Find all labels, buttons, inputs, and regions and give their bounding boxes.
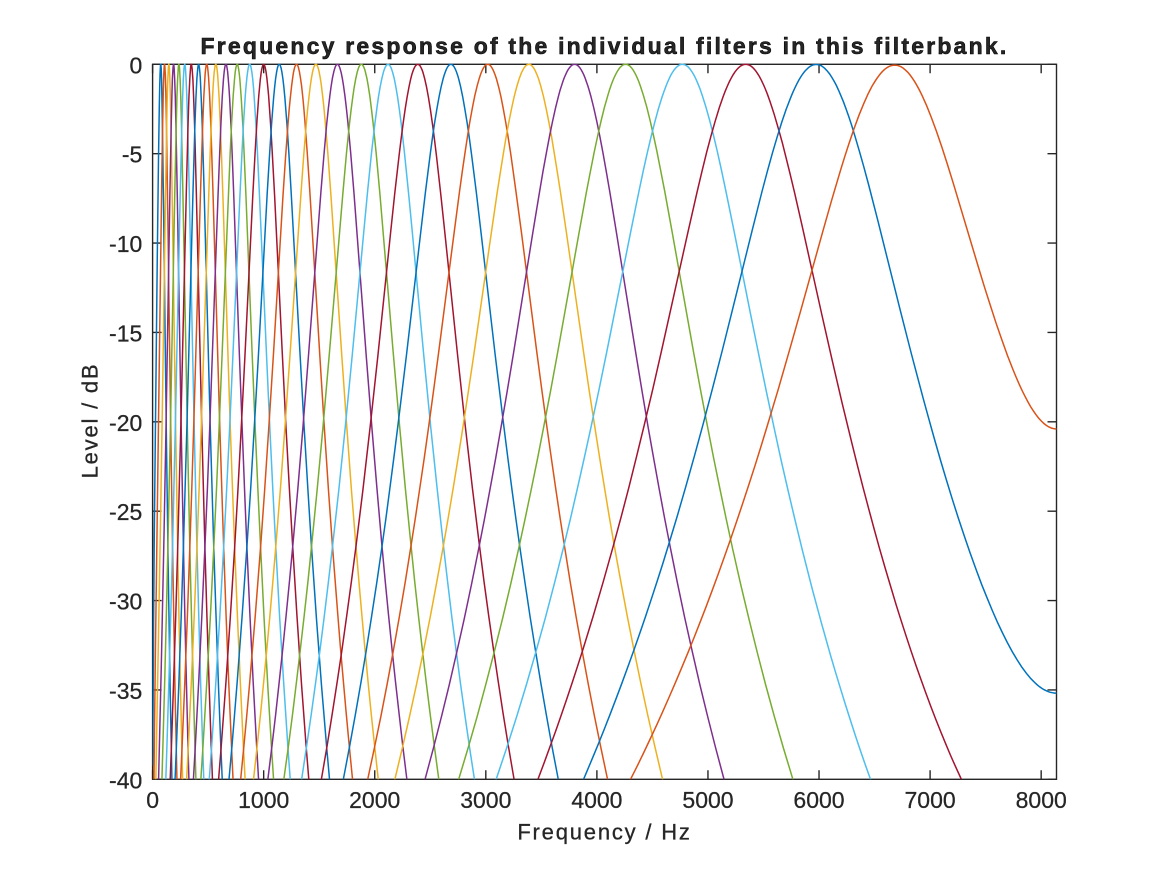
svg-text:Frequency / Hz: Frequency / Hz: [517, 820, 691, 845]
svg-text:1000: 1000: [238, 787, 289, 813]
svg-text:Level / dB: Level / dB: [77, 363, 102, 479]
svg-text:-5: -5: [122, 142, 142, 168]
svg-text:Frequency response of the indi: Frequency response of the individual fil…: [201, 33, 1009, 59]
svg-text:-10: -10: [109, 231, 142, 257]
svg-text:-40: -40: [109, 767, 142, 793]
svg-text:5000: 5000: [682, 787, 733, 813]
svg-text:-30: -30: [109, 589, 142, 615]
svg-text:-35: -35: [109, 678, 142, 704]
svg-text:0: 0: [130, 52, 143, 78]
svg-text:0: 0: [146, 787, 159, 813]
svg-text:-20: -20: [109, 410, 142, 436]
svg-text:4000: 4000: [571, 787, 622, 813]
svg-text:-25: -25: [109, 499, 142, 525]
svg-text:-15: -15: [109, 320, 142, 346]
svg-text:6000: 6000: [793, 787, 844, 813]
svg-text:7000: 7000: [905, 787, 956, 813]
svg-text:3000: 3000: [460, 787, 511, 813]
svg-text:2000: 2000: [349, 787, 400, 813]
svg-text:8000: 8000: [1016, 787, 1067, 813]
